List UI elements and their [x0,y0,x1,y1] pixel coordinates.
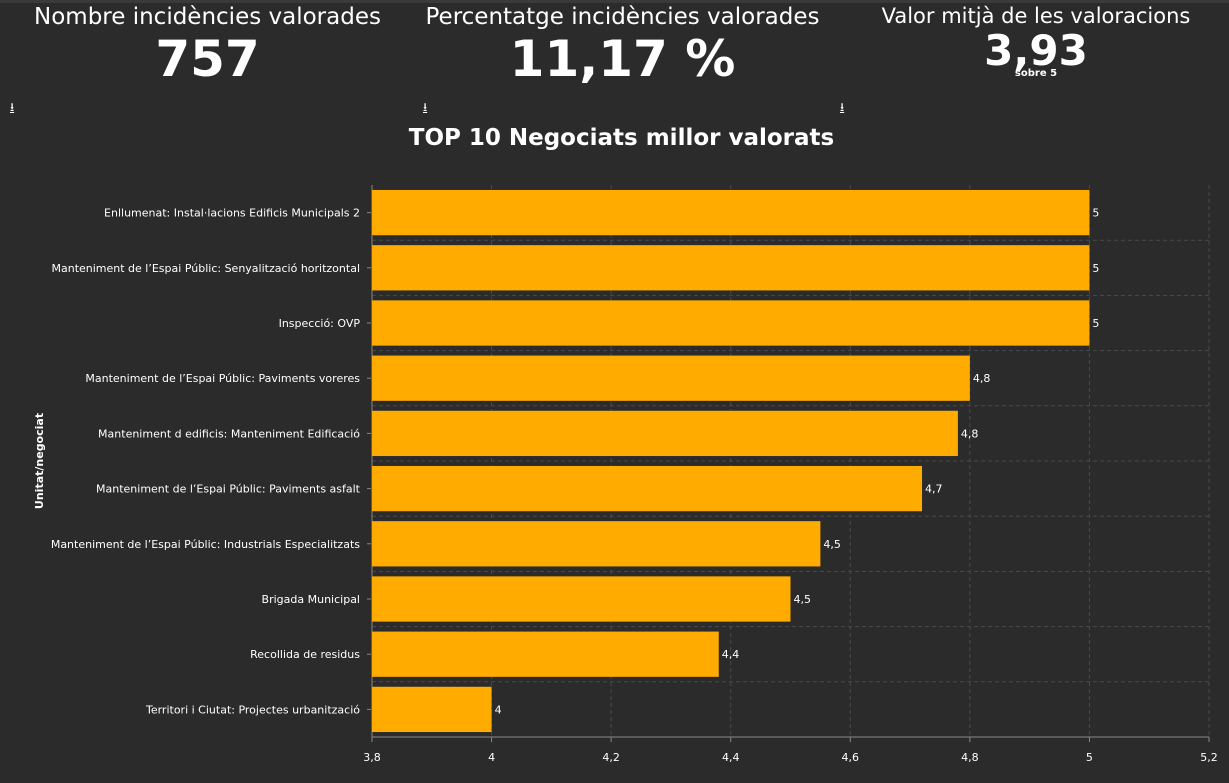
bar [372,521,821,567]
kpi-value: 11,17 % [509,30,736,88]
x-tick-label: 5,2 [1200,751,1218,764]
bar [372,576,791,622]
y-tick-label: Enllumenat: Instal·lacions Edificis Muni… [104,207,360,220]
top-border [0,0,1229,3]
kpi-value: 3,93 [984,26,1088,75]
y-tick-label: Recollida de residus [250,648,360,661]
bar [372,686,492,733]
data-label: 5 [1092,262,1099,275]
kpi-percentage: Percentatge incidències valorades 11,17 … [415,4,830,88]
y-tick-label: Manteniment de l’Espai Públic: Industria… [51,538,360,551]
y-tick-label: Manteniment de l’Espai Públic: Senyalitz… [51,262,360,275]
x-tick-label: 3,8 [363,751,381,764]
kpi-title: Percentatge incidències valorades [425,4,820,30]
y-tick-label: Manteniment d edificis: Manteniment Edif… [98,427,360,440]
y-tick-label: Manteniment de l’Espai Públic: Paviments… [96,483,361,496]
kpi-count: Nombre incidències valorades 757 [0,4,415,88]
chart-title: TOP 10 Negociats millor valorats [408,125,835,151]
x-tick-label: 4,6 [842,751,860,764]
kpi-value: 757 [155,30,260,88]
y-tick-label: Inspecció: OVP [279,317,361,330]
bar [372,355,970,401]
kpi-title: Valor mitjà de les valoracions [881,4,1191,28]
bar [372,465,923,512]
x-tick-label: 4 [488,751,495,764]
data-label: 4,5 [794,593,812,606]
x-tick-label: 5 [1086,751,1093,764]
y-tick-label: Territori i Ciutat: Projectes urbanitzac… [145,703,360,716]
bar [372,300,1090,346]
x-tick-label: 4,2 [602,751,620,764]
kpi-subtitle: sobre 5 [1014,68,1058,79]
data-label: 4,8 [973,372,991,385]
data-label: 4 [495,703,502,716]
download-icon[interactable]: ⭳ [840,100,845,114]
download-icon[interactable]: ⭳ [10,100,15,114]
y-axis-label: Unitat/negociat [33,413,46,509]
download-icon[interactable]: ⭳ [423,100,428,114]
data-label: 5 [1092,317,1099,330]
data-label: 4,8 [961,427,979,440]
data-label: 4,4 [722,648,740,661]
y-tick-label: Manteniment de l’Espai Públic: Paviments… [85,372,360,385]
kpi-average: Valor mitjà de les valoracions 3,93 sobr… [830,4,1229,79]
bar [372,631,719,677]
data-label: 4,5 [823,538,841,551]
x-tick-label: 4,4 [722,751,740,764]
x-tick-label: 4,8 [961,751,979,764]
bar [372,410,958,457]
y-tick-label: Brigada Municipal [262,593,360,606]
kpi-title: Nombre incidències valorades [34,4,381,30]
bar [372,189,1090,236]
data-label: 4,7 [925,483,943,496]
data-label: 5 [1092,207,1099,220]
bar [372,245,1090,291]
